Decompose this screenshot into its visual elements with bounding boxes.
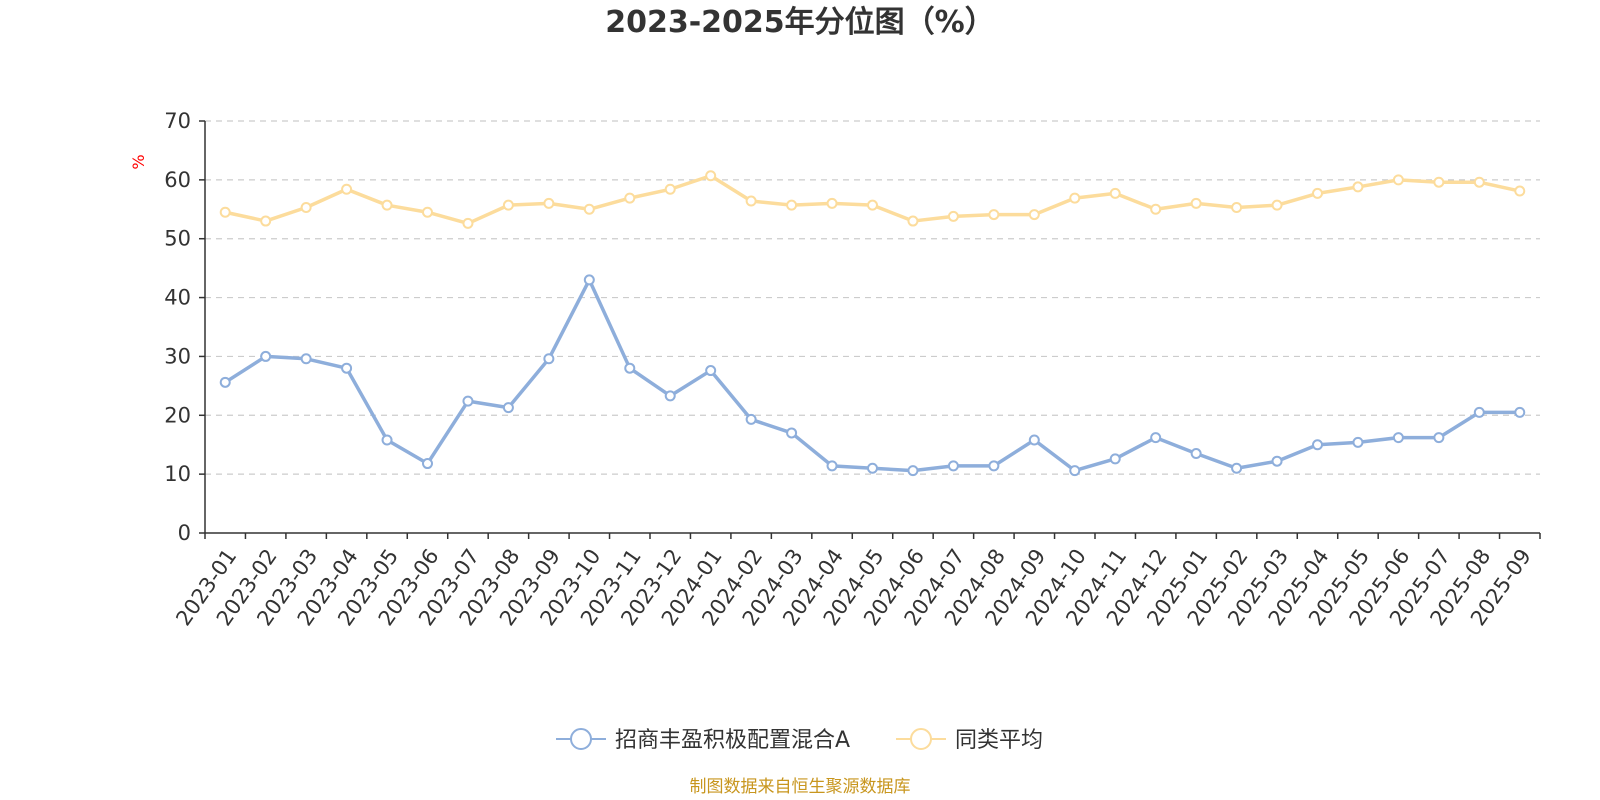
- data-point: [1190, 448, 1202, 460]
- y-axis-label: %: [129, 154, 148, 169]
- data-point: [664, 183, 676, 195]
- data-point: [624, 362, 636, 374]
- data-point: [1271, 455, 1283, 467]
- y-tick-label: 10: [164, 462, 191, 486]
- data-point: [1392, 432, 1404, 444]
- y-tick-label: 40: [164, 286, 191, 310]
- data-point: [219, 376, 231, 388]
- data-point: [705, 365, 717, 377]
- data-point: [1312, 187, 1323, 199]
- data-point: [1150, 432, 1162, 444]
- data-point: [1109, 453, 1121, 465]
- data-point: [1150, 203, 1162, 215]
- grid-lines: [205, 120, 1540, 475]
- data-point: [300, 353, 312, 365]
- data-point: [260, 215, 272, 227]
- data-point: [786, 427, 798, 439]
- data-point: [786, 199, 798, 211]
- legend-label: 同类平均: [955, 728, 1043, 753]
- data-point: [907, 215, 919, 227]
- data-point: [1109, 187, 1121, 199]
- data-point: [462, 395, 474, 407]
- data-point: [219, 206, 231, 218]
- data-point: [1473, 406, 1485, 418]
- source-note: 制图数据来自恒生聚源数据库: [690, 777, 911, 797]
- series-1: [219, 274, 1526, 477]
- data-point: [826, 197, 838, 209]
- data-point: [745, 195, 757, 207]
- data-point: [341, 183, 353, 195]
- data-point: [381, 434, 393, 446]
- data-point: [381, 199, 393, 211]
- data-point: [1433, 176, 1445, 188]
- legend[interactable]: 招商丰盈积极配置混合A 同类平均: [556, 728, 1043, 753]
- series-group: [219, 170, 1526, 477]
- data-point: [705, 170, 717, 182]
- series-line: [223, 173, 1522, 226]
- data-point: [1231, 202, 1243, 214]
- data-point: [1473, 176, 1485, 188]
- y-tick-label: 20: [164, 403, 191, 427]
- data-point: [341, 362, 353, 374]
- data-point: [422, 206, 433, 218]
- data-point: [664, 390, 676, 402]
- data-point: [1392, 174, 1404, 186]
- data-point: [867, 462, 878, 474]
- y-tick-label: 30: [164, 344, 191, 368]
- data-point: [624, 192, 636, 204]
- data-point: [583, 274, 595, 286]
- data-point: [422, 458, 433, 470]
- data-point: [543, 353, 555, 365]
- data-point: [1028, 434, 1040, 446]
- legend-marker-icon: [570, 728, 592, 750]
- data-point: [947, 460, 959, 472]
- data-point: [300, 202, 312, 214]
- data-point: [260, 350, 272, 362]
- y-tick-label: 60: [164, 168, 191, 192]
- data-point: [1352, 436, 1364, 448]
- y-tick-label: 0: [178, 521, 191, 545]
- data-point: [1069, 465, 1081, 477]
- data-point: [543, 197, 555, 209]
- data-point: [1028, 209, 1040, 221]
- data-point: [1271, 199, 1283, 211]
- y-tick-label: 70: [164, 109, 191, 133]
- series-2: [219, 170, 1526, 229]
- axes: 0102030405060702023-012023-022023-032023…: [164, 109, 1541, 630]
- data-point: [1231, 462, 1243, 474]
- y-tick-label: 50: [164, 227, 191, 251]
- data-point: [907, 465, 919, 477]
- chart-title: 2023-2025年分位图（%）: [605, 5, 995, 40]
- data-point: [1069, 192, 1081, 204]
- data-point: [502, 402, 514, 414]
- legend-item-1[interactable]: 招商丰盈积极配置混合A: [556, 728, 850, 753]
- data-point: [1352, 181, 1364, 193]
- legend-item-2[interactable]: 同类平均: [896, 728, 1043, 753]
- data-point: [583, 203, 595, 215]
- data-point: [988, 460, 1000, 472]
- data-point: [1514, 185, 1526, 197]
- data-point: [1190, 197, 1202, 209]
- data-point: [1312, 439, 1323, 451]
- legend-label: 招商丰盈积极配置混合A: [615, 728, 850, 753]
- legend-marker-icon: [910, 728, 932, 750]
- data-point: [1514, 406, 1526, 418]
- data-point: [1433, 432, 1445, 444]
- data-point: [462, 217, 474, 229]
- data-point: [502, 199, 514, 211]
- data-point: [947, 210, 959, 222]
- data-point: [988, 209, 1000, 221]
- data-point: [745, 413, 757, 425]
- data-point: [867, 199, 878, 211]
- data-point: [826, 460, 838, 472]
- series-line: [223, 278, 1522, 473]
